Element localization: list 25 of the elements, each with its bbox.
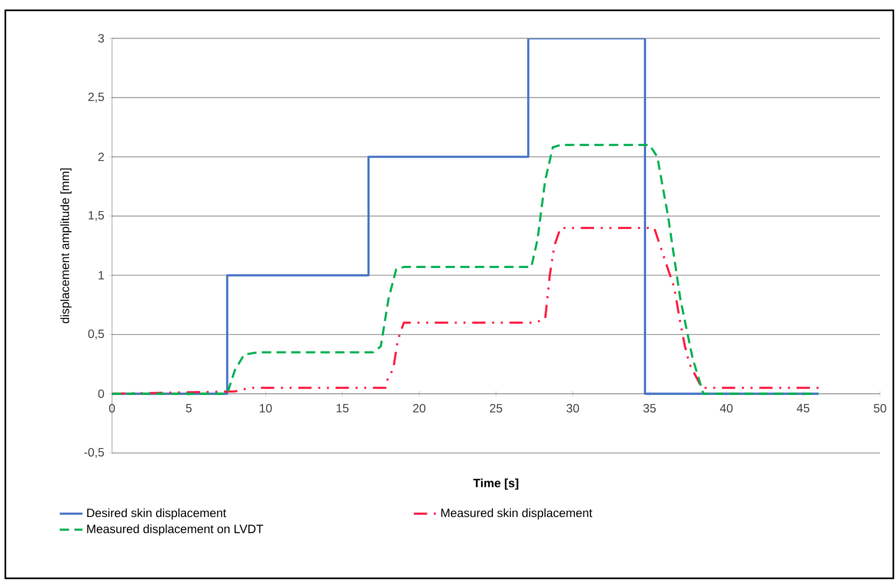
x-tick-label: 10 [260,404,272,412]
legend-label: Measured skin displacement [441,508,592,520]
y-axis-title: displacement amplitude [mm] [60,168,72,324]
y-tick-label: 2,5 [88,92,104,103]
legend-label: Desired skin displacement [87,508,226,520]
x-tick-label: 25 [490,404,502,412]
x-tick-label: 40 [720,404,733,412]
x-axis-title: Time [s] [473,478,518,490]
x-tick-label: 15 [336,404,349,412]
y-tick-label: 1,5 [88,211,104,221]
y-tick-label: 2 [98,152,104,161]
x-tick-label: 0 [109,404,115,412]
x-tick-label: 20 [413,404,426,412]
y-tick-label: 1 [98,271,104,280]
x-tick-label: 30 [566,404,580,412]
x-tick-label: 50 [874,404,886,412]
y-tick-label: 0,5 [88,330,104,340]
x-tick-label: 35 [643,404,656,412]
legend-label: Measured displacement on LVDT [87,524,264,536]
x-tick-label: 45 [796,404,810,412]
x-tick-label: 5 [186,404,192,412]
y-tick-label: -0,5 [84,448,104,458]
line-series [112,144,820,395]
y-tick-label: 0 [98,389,104,398]
y-tick-label: 3 [98,34,104,43]
